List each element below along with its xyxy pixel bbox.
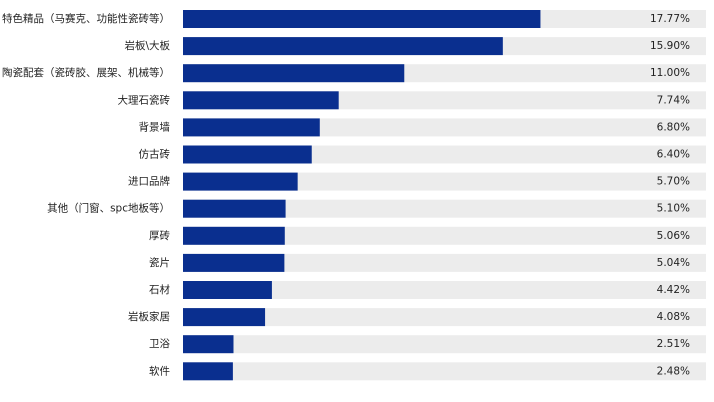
- value-label: 5.10%: [657, 203, 690, 215]
- bar: [183, 64, 405, 83]
- bar: [183, 308, 266, 327]
- bar: [183, 91, 339, 110]
- category-label: 特色精品（马赛克、功能性瓷砖等）: [2, 12, 170, 25]
- value-label: 4.08%: [657, 311, 690, 323]
- value-label: 4.42%: [657, 284, 690, 296]
- category-label: 软件: [149, 364, 170, 377]
- value-label: 17.77%: [650, 13, 690, 25]
- category-label: 岩板家居: [128, 310, 170, 323]
- bar-track: [183, 226, 706, 245]
- bar-track: [183, 172, 706, 191]
- bar-track: [183, 199, 706, 218]
- category-label: 岩板\大板: [124, 39, 170, 52]
- bar: [183, 253, 285, 272]
- value-label: 15.90%: [650, 40, 690, 52]
- bar: [183, 226, 285, 245]
- category-label: 背景墙: [139, 120, 171, 133]
- category-label: 大理石瓷砖: [118, 93, 171, 106]
- bar: [183, 199, 286, 218]
- value-label: 11.00%: [650, 67, 690, 79]
- value-label: 5.04%: [657, 257, 690, 269]
- category-label: 陶瓷配套（瓷砖胶、展架、机械等）: [2, 66, 170, 79]
- category-label: 其他（门窗、spc地板等）: [47, 202, 170, 215]
- value-label: 2.51%: [657, 338, 690, 350]
- bar-track: [183, 145, 706, 164]
- category-label: 瓷片: [149, 256, 170, 269]
- category-label: 仿古砖: [139, 148, 171, 161]
- value-label: 5.70%: [657, 176, 690, 188]
- category-label: 进口品牌: [128, 175, 170, 188]
- bar: [183, 118, 320, 137]
- value-label: 5.06%: [657, 230, 690, 242]
- bar-track: [183, 281, 706, 299]
- value-label: 6.40%: [657, 149, 690, 161]
- category-label: 卫浴: [149, 338, 170, 350]
- bar-track: [183, 335, 706, 354]
- category-label: 石材: [149, 283, 170, 296]
- category-label: 厚砖: [149, 229, 170, 242]
- bar: [183, 37, 503, 56]
- bar-track: [183, 253, 706, 272]
- bar: [183, 362, 233, 381]
- bar: [183, 145, 312, 164]
- bar: [183, 335, 234, 354]
- value-label: 2.48%: [657, 365, 690, 377]
- bar: [183, 172, 298, 191]
- value-label: 6.80%: [657, 121, 690, 133]
- bar: [183, 281, 272, 299]
- bar-track: [183, 308, 706, 327]
- value-label: 7.74%: [657, 94, 690, 106]
- bar-track: [183, 362, 706, 381]
- bar: [183, 10, 541, 28]
